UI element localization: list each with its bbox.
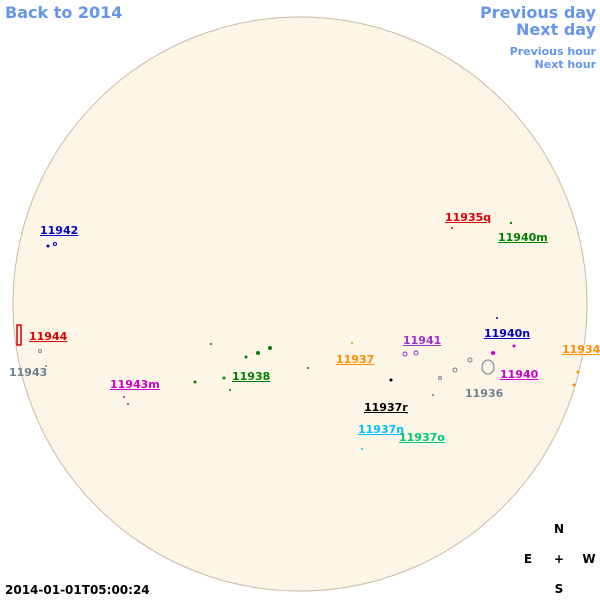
region-label[interactable]: 11940 <box>500 368 539 381</box>
region-label[interactable]: 11936 <box>465 387 504 400</box>
region-label[interactable]: 11941 <box>403 334 442 347</box>
sunspots <box>16 221 580 450</box>
next-day-link[interactable]: Next day <box>516 20 596 39</box>
region-label[interactable]: 11940m <box>498 231 548 244</box>
region-label[interactable]: 11943m <box>110 378 160 391</box>
region-label[interactable]: 11934 <box>562 343 600 356</box>
compass-east: E <box>523 552 533 566</box>
previous-hour-link[interactable]: Previous hour <box>509 45 596 58</box>
region-label[interactable]: 11940n <box>484 327 531 340</box>
compass-north: N <box>553 522 565 536</box>
region-label[interactable]: 11937 <box>336 353 375 366</box>
region-label[interactable]: 11938 <box>232 370 271 383</box>
region-label[interactable]: 11937r <box>364 401 408 414</box>
timestamp: 2014-01-01T05:00:24 <box>5 583 150 597</box>
region-label[interactable]: 11935q <box>445 211 492 224</box>
back-link[interactable]: Back to 2014 <box>5 3 123 22</box>
region-label[interactable]: 11943 <box>9 366 48 379</box>
region-label[interactable]: 11937n <box>358 423 405 436</box>
region-label[interactable]: 11937o <box>399 431 445 444</box>
region-label[interactable]: 11944 <box>29 330 68 343</box>
solar-disk <box>12 16 588 592</box>
compass-center: + <box>553 552 565 566</box>
next-hour-link[interactable]: Next hour <box>534 58 597 71</box>
compass-west: W <box>582 552 596 566</box>
region-label[interactable]: 11942 <box>40 224 79 237</box>
previous-day-link[interactable]: Previous day <box>479 3 596 22</box>
compass-south: S <box>554 582 564 596</box>
